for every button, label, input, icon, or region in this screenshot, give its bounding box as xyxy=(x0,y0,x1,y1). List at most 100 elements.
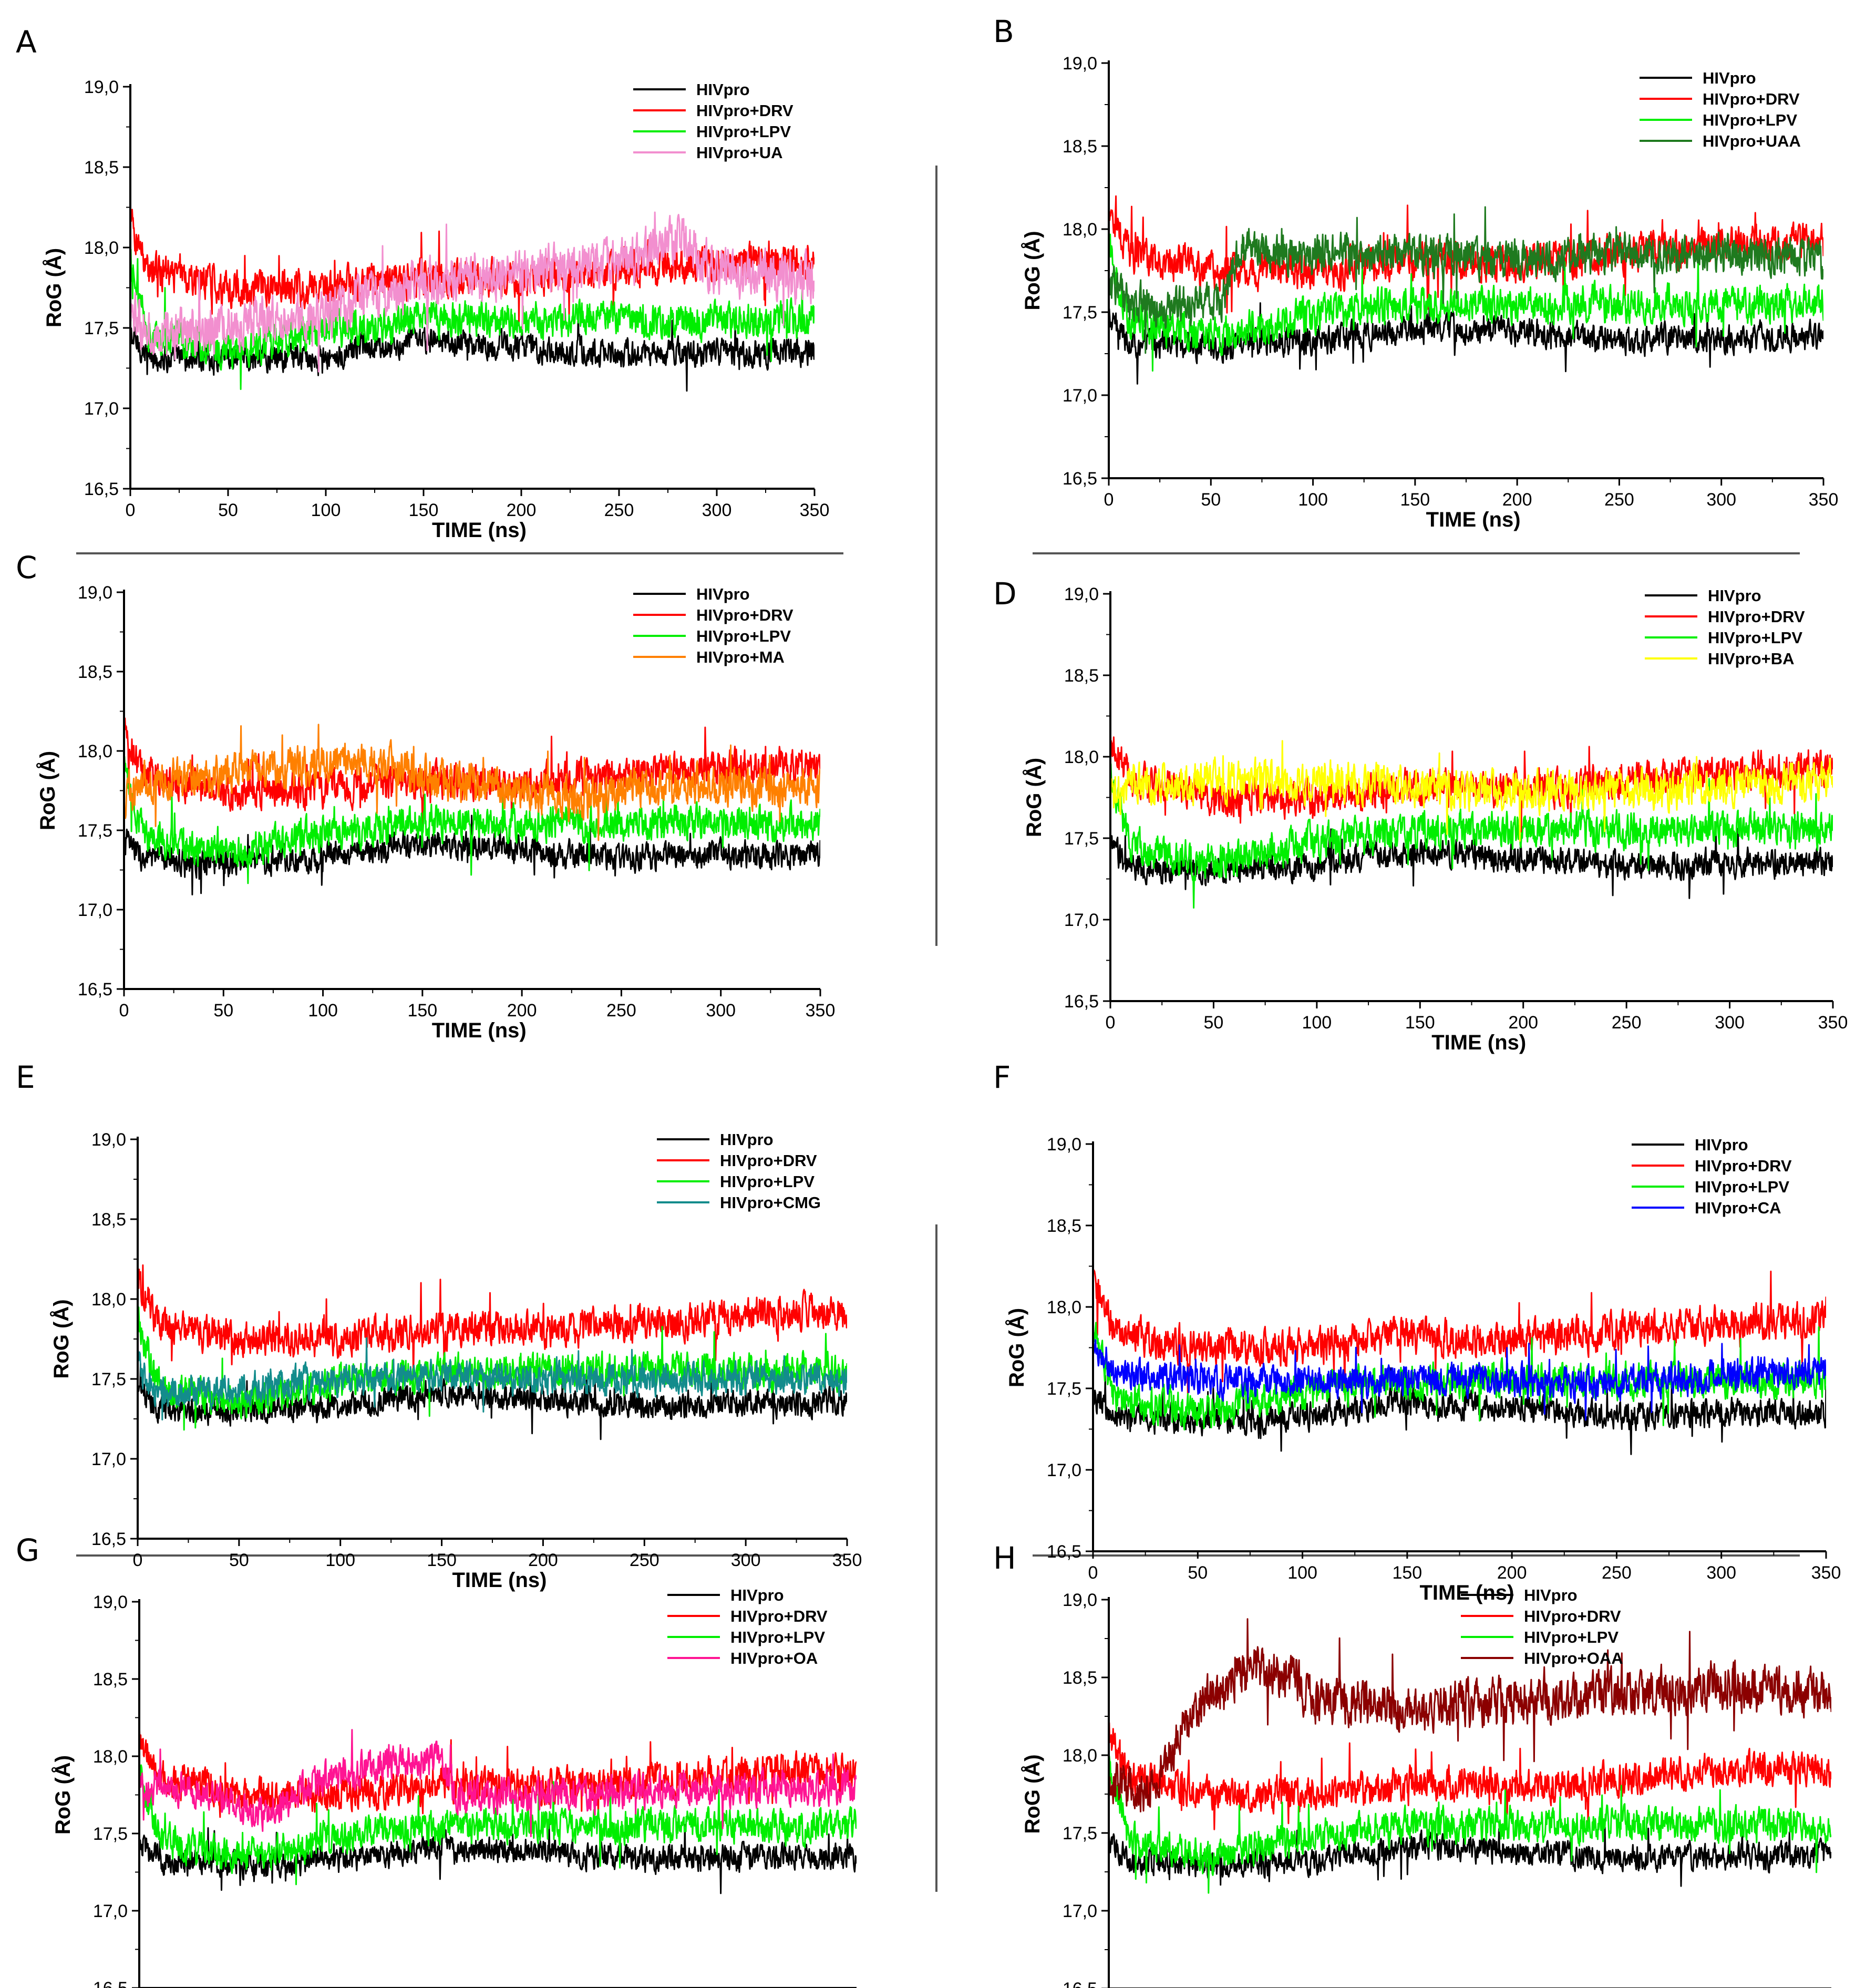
legend-label: HIVpro+LPV xyxy=(1524,1628,1619,1646)
panel-H: H05010015020025030035016,517,017,518,018… xyxy=(993,1540,1831,1988)
y-axis-title: RoG (Å) xyxy=(1021,1754,1044,1834)
legend-label: HIVpro+DRV xyxy=(730,1607,828,1625)
y-tick-label: 17,0 xyxy=(1063,386,1097,406)
x-axis-title: TIME (ns) xyxy=(1431,1031,1526,1054)
y-tick-label: 17,0 xyxy=(1064,910,1099,930)
legend-label: HIVpro+UA xyxy=(696,143,783,162)
x-tick-label: 200 xyxy=(528,1550,558,1570)
y-tick-label: 17,5 xyxy=(1064,829,1099,849)
y-tick-label: 17,5 xyxy=(1063,1824,1097,1843)
y-tick-label: 17,0 xyxy=(84,399,119,419)
legend-label: HIVpro+LPV xyxy=(720,1172,815,1191)
legend-label: HIVpro+LPV xyxy=(1695,1178,1789,1196)
y-tick-label: 16,5 xyxy=(1047,1542,1081,1562)
series-line-hivpro xyxy=(1109,1824,1831,1887)
x-tick-label: 0 xyxy=(1088,1563,1098,1583)
y-tick-label: 18,0 xyxy=(1047,1297,1081,1317)
x-axis-title: TIME (ns) xyxy=(432,1019,527,1042)
legend-label: HIVpro+OA xyxy=(730,1649,818,1667)
x-tick-label: 250 xyxy=(1602,1563,1632,1583)
y-axis-title: RoG (Å) xyxy=(49,1299,73,1378)
x-tick-label: 50 xyxy=(218,500,238,520)
y-tick-label: 17,0 xyxy=(93,1901,128,1921)
y-tick-label: 18,5 xyxy=(1063,1668,1097,1688)
x-tick-label: 0 xyxy=(1106,1013,1116,1033)
x-tick-label: 200 xyxy=(1497,1563,1527,1583)
series-line-hivpro xyxy=(139,1822,857,1894)
x-tick-label: 250 xyxy=(1604,490,1634,510)
y-tick-label: 17,0 xyxy=(78,900,112,920)
series-line-hivpro-lpv xyxy=(1109,233,1823,372)
y-tick-label: 19,0 xyxy=(1063,54,1097,74)
legend-label: HIVpro+LPV xyxy=(730,1628,825,1646)
y-tick-label: 18,0 xyxy=(91,1290,126,1310)
panel-letter-B: B xyxy=(993,14,1014,49)
y-axis-title: RoG (Å) xyxy=(42,248,66,327)
x-tick-label: 300 xyxy=(1706,1563,1736,1583)
series-line-hivpro-ca xyxy=(1093,1330,1826,1421)
x-tick-label: 200 xyxy=(507,1001,537,1021)
y-tick-label: 19,0 xyxy=(84,77,119,97)
series-line-hivpro-ba xyxy=(1110,740,1833,842)
legend-label: HIVpro+LPV xyxy=(1703,111,1797,129)
legend-label: HIVpro xyxy=(1708,586,1761,605)
x-tick-label: 0 xyxy=(133,1550,143,1570)
legend-label: HIVpro+CMG xyxy=(720,1193,821,1212)
legend-label: HIVpro+DRV xyxy=(696,101,793,120)
legend-label: HIVpro+DRV xyxy=(696,606,793,624)
panel-letter-C: C xyxy=(16,550,37,585)
series-line-hivpro-oa xyxy=(139,1729,857,1837)
series-line-hivpro-ma xyxy=(124,724,820,841)
x-tick-label: 50 xyxy=(1204,1013,1224,1033)
y-tick-label: 17,0 xyxy=(1063,1901,1097,1921)
legend-label: HIVpro+CA xyxy=(1695,1199,1781,1217)
x-tick-label: 200 xyxy=(507,500,537,520)
series-line-hivpro xyxy=(1109,294,1823,385)
panel-letter-G: G xyxy=(16,1532,39,1568)
legend-label: HIVpro+LPV xyxy=(696,627,791,645)
legend-label: HIVpro+UAA xyxy=(1703,132,1801,150)
y-tick-label: 18,5 xyxy=(91,1210,126,1230)
panel-letter-E: E xyxy=(16,1059,35,1095)
y-tick-label: 17,0 xyxy=(91,1449,126,1469)
series-line-hivpro-drv xyxy=(1093,1269,1826,1396)
x-tick-label: 150 xyxy=(409,500,439,520)
panel-B: B 0 50 100 150 200 250 300 350 16,5 17,0 17,5 18,0 18… xyxy=(993,14,1838,531)
series-line-hivpro-lpv xyxy=(1110,763,1833,909)
legend-label: HIVpro xyxy=(1703,69,1756,87)
series-line-hivpro xyxy=(138,1363,847,1440)
x-axis-title: TIME (ns) xyxy=(1426,508,1521,531)
series-line-hivpro-oaa xyxy=(1109,1618,1831,1812)
y-tick-label: 17,5 xyxy=(78,821,112,841)
legend-label: HIVpro+DRV xyxy=(1524,1607,1621,1625)
x-tick-label: 250 xyxy=(606,1001,636,1021)
panel-letter-F: F xyxy=(993,1059,1011,1095)
series-line-hivpro-drv xyxy=(138,1264,847,1380)
panel-F: F 0 50 100 150 200 250 300 350 16,5 17,0 17,5 18,0 18… xyxy=(993,1059,1841,1604)
x-tick-label: 100 xyxy=(1302,1013,1332,1033)
legend-label: HIVpro+LPV xyxy=(1708,629,1802,647)
x-tick-label: 300 xyxy=(1706,490,1736,510)
x-tick-label: 250 xyxy=(630,1550,659,1570)
x-tick-label: 350 xyxy=(1818,1013,1848,1033)
y-tick-label: 17,5 xyxy=(93,1824,128,1844)
legend-label: HIVpro+MA xyxy=(696,648,785,666)
x-tick-label: 350 xyxy=(832,1550,862,1570)
x-tick-label: 200 xyxy=(1502,490,1532,510)
legend-label: HIVpro xyxy=(696,80,750,99)
x-tick-label: 150 xyxy=(1392,1563,1422,1583)
x-tick-label: 50 xyxy=(1188,1563,1208,1583)
y-tick-label: 19,0 xyxy=(1064,584,1099,604)
y-tick-label: 19,0 xyxy=(1063,1590,1097,1610)
y-tick-label: 18,0 xyxy=(1063,220,1097,240)
panel-E: E 0 50 100 150 200 250 300 350 16,5 17,0 17,5 18,0 18… xyxy=(16,1059,862,1592)
legend-label: HIVpro+DRV xyxy=(720,1151,817,1170)
panel-D: D 0 50 100 150 200 250 300 350 16,5 17,0 17,5 18,0 18… xyxy=(993,576,1848,1054)
y-tick-label: 16,5 xyxy=(93,1979,128,1988)
y-tick-label: 18,0 xyxy=(1063,1746,1097,1766)
y-tick-label: 18,5 xyxy=(93,1670,128,1690)
legend-label: HIVpro xyxy=(1524,1586,1578,1604)
x-tick-label: 150 xyxy=(1400,490,1430,510)
x-tick-label: 250 xyxy=(1612,1013,1642,1033)
